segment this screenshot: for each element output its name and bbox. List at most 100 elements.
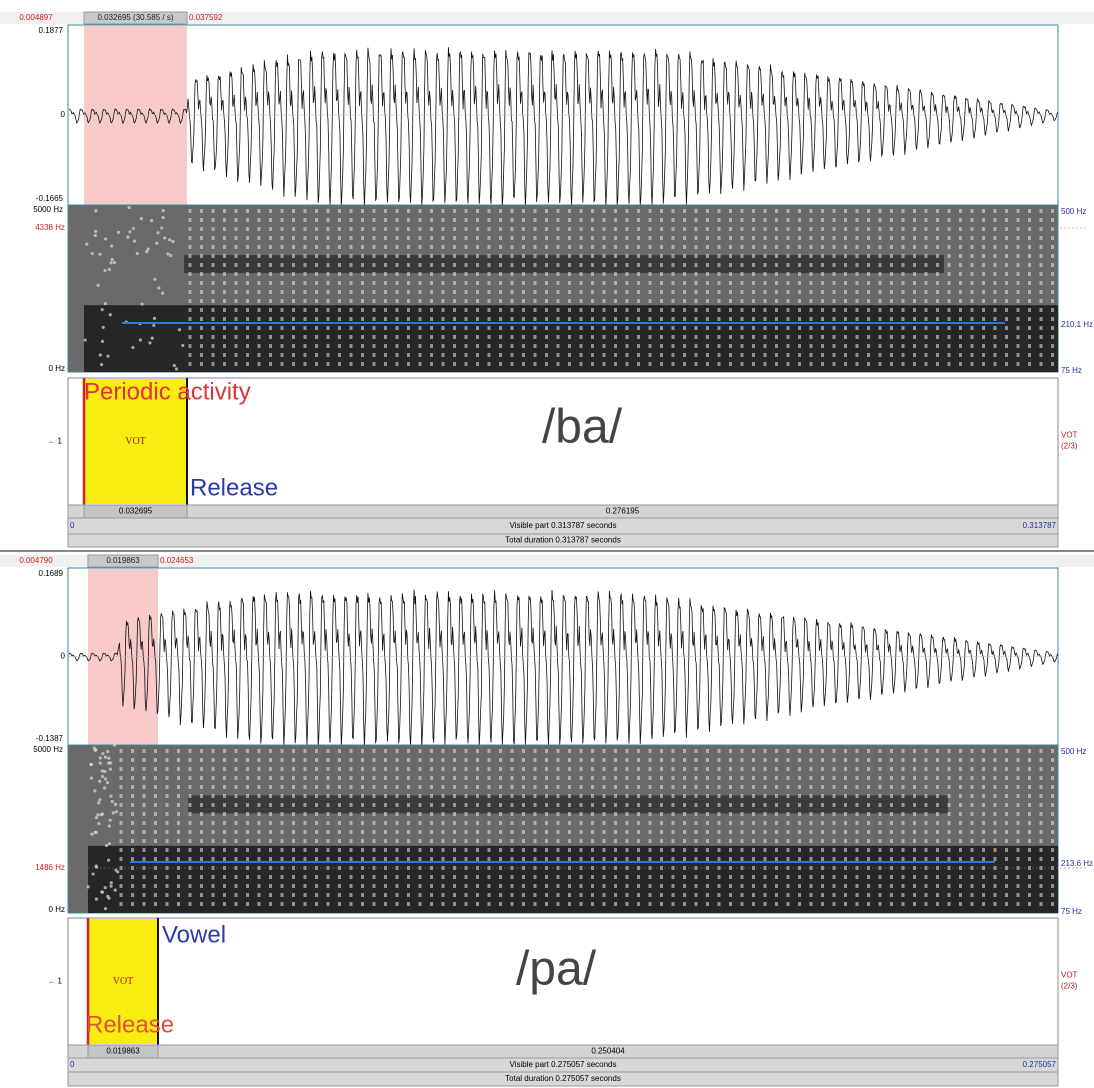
footer-start: 0 [70,521,75,530]
noise-dot [106,354,109,357]
noise-dot [162,209,165,212]
annotation: Periodic activity [84,378,251,405]
noise-dot [148,341,151,344]
noise-dot [98,780,101,783]
pitch-bottom: 75 Hz [1061,907,1082,916]
noise-dot [113,261,116,264]
tier-name: VOT [1061,971,1078,980]
pitch-top: 500 Hz [1061,747,1086,756]
noise-dot [92,872,95,875]
noise-dot [97,284,100,287]
noise-dot [145,250,148,253]
wave-zero: 0 [61,652,66,661]
tier-number: 1 [58,977,63,986]
noise-dot [107,757,110,760]
annotation: Vowel [162,921,226,948]
noise-dot [169,254,172,257]
spectrogram-mid [184,255,944,273]
noise-dot [109,794,112,797]
pitch-value: 213.6 Hz [1061,859,1093,868]
noise-dot [94,234,97,237]
noise-dot [94,831,97,834]
noise-dot [95,816,98,819]
noise-dot [103,269,106,272]
noise-dot [110,244,113,247]
noise-dot [155,242,158,245]
selection-end: 0.037592 [189,13,223,22]
noise-dot [89,763,92,766]
spec-bottom: 0 Hz [49,905,65,914]
noise-dot [85,243,88,246]
noise-dot [96,813,99,816]
noise-dot [107,897,110,900]
footer-end: 0.275057 [1023,1060,1057,1069]
syllable: /pa/ [516,943,597,996]
noise-dot [109,761,112,764]
praat-editor: 0.0048970.032695 (30.585 / s)0.0375920.1… [0,0,1094,1088]
noise-dot [104,237,107,240]
noise-dot [152,324,155,327]
annotation: Release [190,474,278,501]
wave-min: -0.1387 [36,734,64,743]
selection-end: 0.024653 [160,556,194,565]
selection-start: 0.004897 [19,13,53,22]
noise-dot [109,768,112,771]
noise-dot [94,230,97,233]
spec-cursor: 4338 Hz [35,223,65,232]
noise-dot [141,303,144,306]
noise-dot [156,231,159,234]
noise-dot [108,824,111,827]
footer-visible: Visible part 0.313787 seconds [509,521,616,530]
noise-dot [114,888,117,891]
noise-dot [140,217,143,220]
noise-dot [98,253,101,256]
noise-dot [151,337,154,340]
footer-rest: 0.250404 [591,1047,625,1056]
noise-dot [113,743,116,746]
noise-dot [111,258,114,261]
noise-dot [108,842,111,845]
noise-dot [106,750,109,753]
noise-dot [97,801,100,804]
noise-dot [97,822,100,825]
spec-top: 5000 Hz [33,745,63,754]
tier-count: (2/3) [1061,982,1078,991]
noise-dot [168,238,171,241]
noise-dot [126,236,129,239]
noise-dot [116,870,119,873]
noise-dot [101,891,104,894]
noise-dot [95,897,98,900]
wave-min: -0.1665 [36,194,64,203]
pitch-value: 210.1 Hz [1061,320,1093,329]
noise-dot [139,338,142,341]
noise-dot [162,216,165,219]
noise-dot [117,231,120,234]
footer-end: 0.313787 [1023,521,1057,530]
noise-dot [103,786,106,789]
noise-dot [153,317,156,320]
noise-dot [153,278,156,281]
selection-duration: 0.032695 (30.585 / s) [97,13,173,22]
noise-dot [104,777,107,780]
noise-dot [111,800,114,803]
wave-zero: 0 [61,110,66,119]
noise-dot [99,353,102,356]
noise-dot [161,292,164,295]
noise-dot [110,884,113,887]
pitch-top: 500 Hz [1061,207,1086,216]
noise-dot [132,227,135,230]
noise-dot [127,206,130,209]
noise-dot [104,907,107,910]
noise-dot [99,762,102,765]
footer-row [68,1045,1058,1058]
annotation: Release [86,1011,174,1038]
noise-dot [101,775,104,778]
noise-dot [104,756,107,759]
noise-dot [109,819,112,822]
footer-interval: 0.019863 [106,1047,140,1056]
spec-cursor: 1486 Hz [35,863,65,872]
noise-dot [173,364,176,367]
tier-number: 1 [58,437,63,446]
noise-dot [101,340,104,343]
noise-dot [105,844,108,847]
